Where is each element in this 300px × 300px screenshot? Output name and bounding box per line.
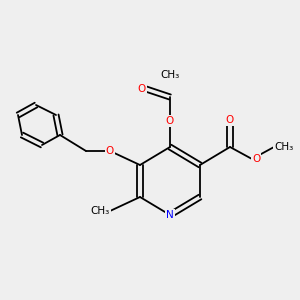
Text: O: O <box>106 146 114 156</box>
Text: CH₃: CH₃ <box>274 142 293 152</box>
Text: O: O <box>138 84 146 94</box>
Text: N: N <box>166 210 174 220</box>
Text: O: O <box>226 115 234 125</box>
Text: CH₃: CH₃ <box>160 70 180 80</box>
Text: O: O <box>166 116 174 126</box>
Text: O: O <box>252 154 260 164</box>
Text: CH₃: CH₃ <box>91 206 110 216</box>
